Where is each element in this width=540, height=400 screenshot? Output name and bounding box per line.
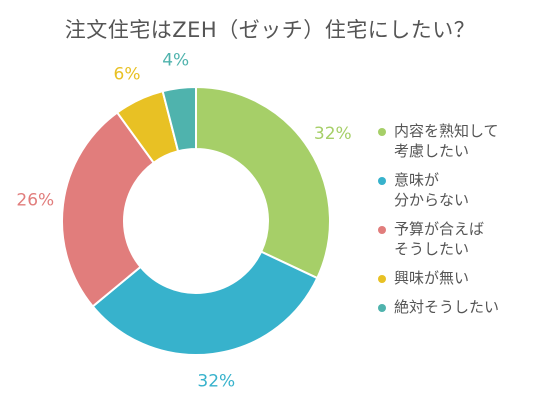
slice-value-label-5: 4% — [162, 50, 189, 70]
legend-label: 予算が合えば — [394, 220, 485, 238]
legend-label: 意味が — [394, 171, 440, 189]
legend-swatch — [378, 128, 386, 136]
legend-swatch — [378, 275, 386, 283]
legend-item-1: 内容を熟知して 考慮したい — [378, 121, 538, 161]
chart-legend: 内容を熟知して 考慮したい意味が分からない予算が合えば そうしたい興味が無い絶対そう… — [378, 121, 538, 326]
legend-item-3: 予算が合えば そうしたい — [378, 219, 538, 259]
legend-label: 考慮したい — [394, 142, 470, 160]
legend-label: 興味が無い — [394, 269, 470, 287]
donut-slice-3 — [61, 111, 156, 308]
slice-value-label-2: 32% — [197, 372, 235, 392]
legend-label: 内容を熟知して — [394, 122, 499, 140]
legend-item-2: 意味が 分からない — [378, 170, 538, 210]
donut-slice-5 — [161, 85, 197, 153]
legend-label: 分からない — [394, 191, 470, 209]
donut-slice-2 — [91, 250, 319, 356]
legend-label: 絶対そうしたい — [394, 298, 500, 316]
slice-value-label-1: 32% — [314, 124, 352, 144]
chart-title: 注文住宅はZEH（ゼッチ）住宅にしたい？ — [64, 18, 476, 42]
legend-item-4: 興味が無い — [378, 268, 538, 288]
legend-label: そうしたい — [394, 240, 470, 258]
legend-swatch — [378, 177, 386, 185]
legend-item-5: 絶対そうしたい — [378, 297, 538, 317]
slice-value-label-4: 6% — [114, 64, 141, 84]
legend-swatch — [378, 226, 386, 234]
slice-value-label-3: 26% — [16, 191, 54, 211]
legend-swatch — [378, 304, 386, 312]
donut-slice-1 — [195, 85, 331, 280]
